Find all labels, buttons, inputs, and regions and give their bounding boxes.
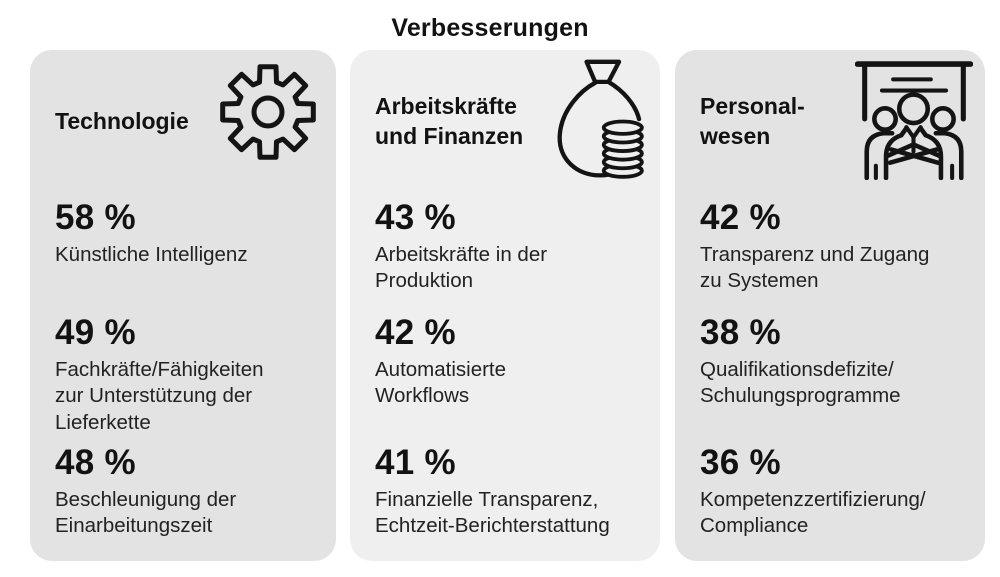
stat-block: 42 % Automatisierte Workflows bbox=[375, 313, 646, 410]
card-title: Personal- wesen bbox=[700, 93, 805, 149]
stat-block: 42 % Transparenz und Zugang zu Systemen bbox=[700, 198, 971, 295]
stat-label: Qualifikationsdefizite/ Schulungsprogram… bbox=[700, 357, 901, 408]
card-header: Arbeitskräfte und Finanzen bbox=[375, 80, 540, 164]
stat-value: 36 % bbox=[700, 443, 781, 482]
stat-value: 43 % bbox=[375, 198, 456, 237]
card-personalwesen: Personal- wesen bbox=[675, 50, 985, 561]
card-arbeitskraefte-finanzen: Arbeitskräfte und Finanzen 43 % Arbeitsk… bbox=[350, 50, 660, 561]
stat-value: 42 % bbox=[700, 198, 781, 237]
stat-value: 49 % bbox=[55, 313, 136, 352]
stat-block: 58 % Künstliche Intelligenz bbox=[55, 198, 322, 268]
stat-value: 42 % bbox=[375, 313, 456, 352]
card-header: Technologie bbox=[55, 80, 216, 164]
stat-block: 36 % Kompetenzzertifizierung/ Compliance bbox=[700, 443, 971, 540]
stat-block: 49 % Fachkräfte/Fähigkeiten zur Unterstü… bbox=[55, 313, 322, 437]
stat-label: Automatisierte Workflows bbox=[375, 357, 507, 408]
stat-block: 38 % Qualifikationsdefizite/ Schulungspr… bbox=[700, 313, 971, 410]
gear-icon bbox=[218, 62, 318, 162]
stat-block: 43 % Arbeitskräfte in der Produktion bbox=[375, 198, 646, 295]
page-title: Verbesserungen bbox=[391, 14, 589, 42]
card-title: Arbeitskräfte und Finanzen bbox=[375, 93, 524, 149]
stat-value: 58 % bbox=[55, 198, 136, 237]
stat-label: Transparenz und Zugang zu Systemen bbox=[700, 242, 930, 293]
team-presentation-icon bbox=[855, 58, 973, 180]
stat-label: Beschleunigung der Einarbeitungszeit bbox=[55, 487, 237, 538]
stat-value: 38 % bbox=[700, 313, 781, 352]
stat-block: 48 % Beschleunigung der Einarbeitungszei… bbox=[55, 443, 322, 540]
stat-label: Künstliche Intelligenz bbox=[55, 242, 248, 266]
stat-value: 48 % bbox=[55, 443, 136, 482]
stat-label: Arbeitskräfte in der Produktion bbox=[375, 242, 548, 293]
card-technologie: Technologie 58 % Künstliche Intelligenz … bbox=[30, 50, 336, 561]
stat-value: 41 % bbox=[375, 443, 456, 482]
money-bag-icon bbox=[548, 58, 648, 184]
stat-block: 41 % Finanzielle Transparenz, Echtzeit-B… bbox=[375, 443, 646, 540]
card-header: Personal- wesen bbox=[700, 80, 865, 164]
card-title: Technologie bbox=[55, 108, 189, 135]
stat-label: Fachkräfte/Fähigkeiten zur Unterstützung… bbox=[55, 357, 264, 435]
stat-label: Kompetenzzertifizierung/ Compliance bbox=[700, 487, 926, 538]
stat-label: Finanzielle Transparenz, Echtzeit-Berich… bbox=[375, 487, 610, 538]
